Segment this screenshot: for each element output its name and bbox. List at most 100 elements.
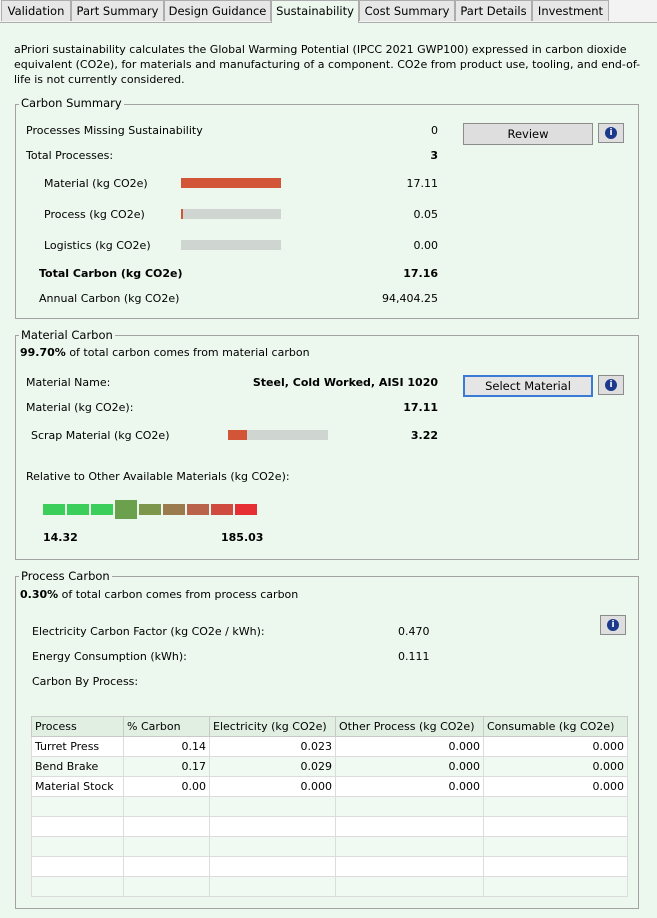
material-co2-bar <box>181 178 281 188</box>
material-carbon-share: 99.70% of total carbon comes from materi… <box>20 346 310 359</box>
process-co2-value: 0.05 <box>413 208 439 221</box>
electricity-factor-label: Electricity Carbon Factor (kg CO2e / kWh… <box>32 625 265 638</box>
cell-other-process: 0.000 <box>335 756 484 777</box>
relative-materials-scale <box>43 500 259 520</box>
info-icon: i <box>607 619 619 631</box>
tab-cost-summary[interactable]: Cost Summary <box>359 0 455 21</box>
review-button[interactable]: Review <box>463 123 593 145</box>
table-row[interactable]: Material Stock 0.00 0.000 0.000 0.000 <box>31 776 628 797</box>
cell-percent-carbon: 0.17 <box>123 756 210 777</box>
scale-segment <box>187 504 209 515</box>
table-row-empty <box>31 816 628 837</box>
annual-carbon-label: Annual Carbon (kg CO2e) <box>39 292 180 305</box>
tab-sustainability[interactable]: Sustainability <box>271 0 359 23</box>
cell-consumable: 0.000 <box>483 736 628 757</box>
logistics-co2-bar <box>181 240 281 250</box>
cell-percent-carbon: 0.14 <box>123 736 210 757</box>
table-row[interactable]: Bend Brake 0.17 0.029 0.000 0.000 <box>31 756 628 777</box>
cell-consumable: 0.000 <box>483 756 628 777</box>
process-carbon-share: 0.30% of total carbon comes from process… <box>20 588 298 601</box>
header-consumable[interactable]: Consumable (kg CO2e) <box>483 716 628 737</box>
tab-bar: Validation Part Summary Design Guidance … <box>0 0 657 23</box>
material-co2-value-2: 17.11 <box>403 401 438 414</box>
scale-segment <box>91 504 113 515</box>
header-other-process[interactable]: Other Process (kg CO2e) <box>335 716 484 737</box>
intro-text: aPriori sustainability calculates the Gl… <box>14 43 641 86</box>
cell-percent-carbon: 0.00 <box>123 776 210 797</box>
tab-validation[interactable]: Validation <box>1 0 71 21</box>
scale-segment <box>139 504 161 515</box>
scale-segment <box>163 504 185 515</box>
table-row-empty <box>31 796 628 817</box>
carbon-by-process-label: Carbon By Process: <box>32 675 139 688</box>
info-icon: i <box>605 127 617 139</box>
material-name-label: Material Name: <box>26 376 111 389</box>
process-co2-label: Process (kg CO2e) <box>44 208 145 221</box>
tab-part-summary[interactable]: Part Summary <box>71 0 164 21</box>
total-processes-label: Total Processes: <box>26 149 114 162</box>
material-co2-value: 17.11 <box>406 177 439 190</box>
select-material-button[interactable]: Select Material <box>463 375 593 397</box>
cell-process: Bend Brake <box>31 756 124 777</box>
table-row-empty <box>31 836 628 857</box>
table-header-row: Process % Carbon Electricity (kg CO2e) O… <box>31 716 628 737</box>
energy-consumption-value: 0.111 <box>398 650 430 663</box>
material-carbon-share-text: of total carbon comes from material carb… <box>65 346 310 359</box>
scrap-material-bar-fill <box>228 430 247 440</box>
info-icon: i <box>605 379 617 391</box>
total-carbon-value: 17.16 <box>403 267 438 280</box>
missing-sustainability-label: Processes Missing Sustainability <box>26 124 203 137</box>
cell-other-process: 0.000 <box>335 736 484 757</box>
table-row[interactable]: Turret Press 0.14 0.023 0.000 0.000 <box>31 736 628 757</box>
tab-investment[interactable]: Investment <box>532 0 609 21</box>
cell-consumable: 0.000 <box>483 776 628 797</box>
carbon-summary-info-button[interactable]: i <box>598 123 624 143</box>
cell-process: Material Stock <box>31 776 124 797</box>
carbon-summary-title: Carbon Summary <box>19 96 124 110</box>
header-process[interactable]: Process <box>31 716 124 737</box>
process-carbon-group <box>15 576 639 909</box>
material-carbon-info-button[interactable]: i <box>598 375 624 395</box>
material-co2-label: Material (kg CO2e) <box>44 177 148 190</box>
relative-materials-label: Relative to Other Available Materials (k… <box>26 470 290 483</box>
scale-segment-current <box>115 500 137 519</box>
tab-design-guidance[interactable]: Design Guidance <box>164 0 271 21</box>
cell-process: Turret Press <box>31 736 124 757</box>
carbon-summary-group <box>15 104 639 319</box>
process-co2-bar-fill <box>181 209 183 219</box>
material-carbon-share-percent: 99.70% <box>20 346 66 359</box>
scrap-material-label: Scrap Material (kg CO2e) <box>31 429 170 442</box>
missing-sustainability-value: 0 <box>431 124 438 137</box>
cell-electricity: 0.029 <box>209 756 336 777</box>
material-carbon-group <box>15 335 639 560</box>
carbon-by-process-table: Process % Carbon Electricity (kg CO2e) O… <box>31 716 628 897</box>
scale-segment <box>67 504 89 515</box>
logistics-co2-label: Logistics (kg CO2e) <box>44 239 151 252</box>
header-electricity[interactable]: Electricity (kg CO2e) <box>209 716 336 737</box>
scale-segment <box>235 504 257 515</box>
process-carbon-title: Process Carbon <box>19 569 112 583</box>
total-processes-value: 3 <box>430 149 438 162</box>
logistics-co2-value: 0.00 <box>413 239 439 252</box>
process-carbon-info-button[interactable]: i <box>600 615 626 635</box>
material-carbon-title: Material Carbon <box>19 328 115 342</box>
scale-segment <box>43 504 65 515</box>
material-name-value: Steel, Cold Worked, AISI 1020 <box>252 376 438 389</box>
header-percent-carbon[interactable]: % Carbon <box>123 716 210 737</box>
material-co2-label-2: Material (kg CO2e): <box>26 401 134 414</box>
cell-electricity: 0.023 <box>209 736 336 757</box>
scale-min-value: 14.32 <box>43 531 78 544</box>
table-row-empty <box>31 876 628 897</box>
scale-segment <box>211 504 233 515</box>
table-row-empty <box>31 856 628 877</box>
cell-electricity: 0.000 <box>209 776 336 797</box>
tab-part-details[interactable]: Part Details <box>455 0 532 21</box>
scale-max-value: 185.03 <box>221 531 264 544</box>
scrap-material-value: 3.22 <box>410 429 438 442</box>
electricity-factor-value: 0.470 <box>398 625 430 638</box>
annual-carbon-value: 94,404.25 <box>382 292 438 305</box>
process-co2-bar <box>181 209 281 219</box>
cell-other-process: 0.000 <box>335 776 484 797</box>
scrap-material-bar <box>228 430 328 440</box>
total-carbon-label: Total Carbon (kg CO2e) <box>39 267 183 280</box>
